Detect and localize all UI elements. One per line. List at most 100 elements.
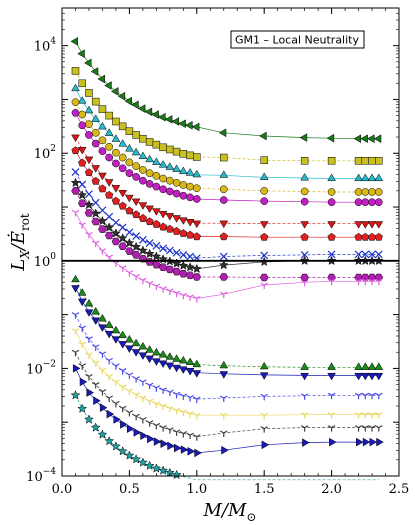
data-point	[71, 109, 80, 117]
data-point	[159, 425, 167, 432]
annotation-box: GM1 – Local Neutrality	[230, 30, 365, 49]
y-axis-title-sub-rot: rot	[18, 213, 32, 231]
data-point	[71, 209, 80, 217]
data-point	[78, 341, 86, 349]
data-point	[179, 393, 188, 400]
data-point	[152, 358, 161, 366]
data-point	[91, 217, 100, 226]
data-point	[152, 140, 161, 149]
data-point	[98, 136, 107, 145]
y-tick-label-base: 10	[34, 40, 51, 55]
data-point	[131, 147, 141, 156]
data-point	[375, 157, 383, 165]
data-point	[159, 143, 167, 152]
data-point	[139, 166, 147, 174]
series-5	[71, 134, 384, 229]
y-tick-label-base: 10	[34, 255, 51, 270]
data-point	[261, 440, 270, 450]
data-point	[327, 157, 336, 165]
data-point	[118, 330, 128, 339]
data-point	[374, 372, 384, 381]
data-point	[194, 448, 202, 458]
data-point	[91, 114, 101, 122]
data-point	[165, 224, 174, 233]
data-point	[152, 171, 161, 180]
data-point	[71, 312, 80, 319]
data-point	[151, 463, 162, 473]
x-tick-label: 2.0	[321, 482, 342, 497]
data-point	[105, 111, 113, 120]
y-tick-label-base: 10	[26, 362, 43, 377]
data-point	[186, 182, 194, 191]
series-12	[71, 285, 384, 381]
data-point	[98, 248, 107, 255]
data-point	[166, 427, 174, 434]
data-point	[367, 232, 377, 241]
data-point	[106, 409, 115, 419]
data-point	[368, 198, 376, 207]
series-13	[71, 312, 383, 404]
data-point	[91, 382, 100, 389]
data-point	[85, 373, 93, 381]
data-point	[125, 247, 134, 255]
data-point	[112, 363, 120, 370]
data-point	[185, 219, 195, 227]
data-point	[165, 362, 175, 371]
data-point	[354, 198, 363, 207]
data-point	[118, 384, 127, 391]
x-tick-label: 1.0	[186, 482, 207, 497]
data-point	[192, 195, 201, 203]
data-point	[179, 191, 188, 200]
data-point	[185, 262, 195, 272]
data-point	[172, 364, 181, 373]
data-point	[71, 274, 80, 283]
data-point	[219, 185, 228, 194]
data-point	[356, 437, 364, 447]
data-point	[354, 221, 363, 229]
data-point	[361, 157, 370, 165]
data-point	[72, 364, 81, 373]
data-point	[174, 443, 182, 453]
data-point	[179, 292, 188, 300]
data-point	[191, 122, 200, 132]
data-point	[78, 222, 86, 229]
data-point	[192, 169, 202, 178]
data-point	[118, 153, 127, 162]
data-point	[361, 250, 370, 259]
data-point	[374, 221, 384, 229]
data-point	[133, 428, 142, 437]
data-point	[375, 392, 383, 400]
data-point	[104, 128, 114, 136]
data-point	[368, 412, 376, 419]
data-point	[104, 179, 114, 187]
data-point	[186, 394, 194, 402]
data-point	[185, 368, 195, 376]
data-point	[159, 222, 168, 231]
data-point	[219, 371, 229, 379]
data-point	[260, 197, 269, 205]
data-point	[171, 258, 182, 268]
data-point	[165, 265, 175, 274]
data-point	[98, 172, 107, 181]
data-point	[91, 198, 100, 207]
data-point	[105, 190, 114, 199]
data-point	[260, 187, 269, 195]
data-point	[327, 362, 336, 370]
data-point	[152, 182, 161, 191]
data-point	[84, 156, 94, 165]
data-point	[165, 213, 175, 221]
data-point	[147, 434, 155, 444]
data-point	[179, 181, 188, 189]
data-point	[86, 388, 95, 397]
data-point	[165, 162, 175, 170]
x-axis-title: M/M⊙	[203, 500, 257, 524]
y-tick-label-base: 10	[26, 470, 43, 485]
data-point	[138, 202, 148, 210]
data-point	[113, 415, 121, 424]
data-point	[71, 83, 80, 92]
data-point	[71, 285, 80, 293]
data-point	[139, 395, 147, 402]
data-point	[78, 363, 86, 370]
data-point	[165, 352, 175, 360]
y-axis-title-slash: /	[8, 242, 29, 252]
